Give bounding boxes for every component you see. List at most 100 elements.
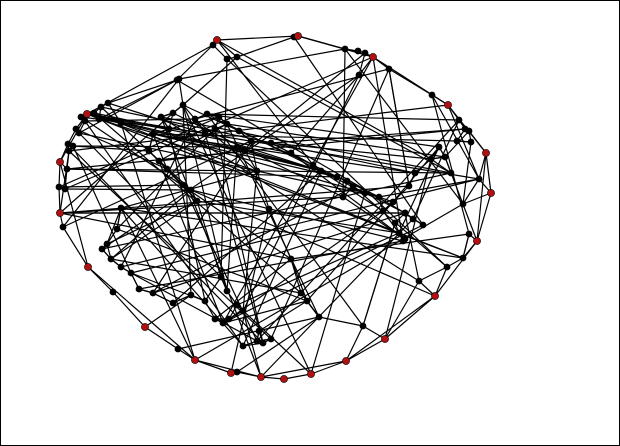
graph-node [409,215,417,223]
graph-edge [67,143,264,344]
graph-edge [244,150,322,172]
graph-edge [138,240,404,290]
graph-node [90,109,98,117]
graph-edge [256,119,460,342]
graph-edge [362,325,386,340]
graph-edge [250,140,432,160]
graph-node [233,301,241,309]
graph-node [104,99,112,107]
graph-edge [306,201,394,302]
graph-edge [258,300,308,332]
boundary-node [381,335,389,343]
graph-edge [130,272,206,302]
graph-edge [290,152,314,166]
graph-node [428,91,436,99]
graph-node [427,155,435,163]
graph-node [217,273,225,281]
nodes-layer [55,32,495,383]
boundary-node [257,373,265,381]
graph-edge [431,94,480,180]
graph-edge [66,168,338,178]
graph-node [405,182,413,190]
graph-node [447,169,455,177]
graph-node [225,315,233,323]
graph-node [203,110,211,118]
graph-edge [59,196,344,214]
graph-edge [178,48,346,80]
graph-edge [431,94,470,235]
graph-edge [290,258,308,302]
graph-edge [358,52,366,76]
graph-edge [206,113,240,132]
graph-edge [101,74,360,250]
graph-node [117,204,125,212]
boundary-node [294,32,302,40]
graph-node [441,153,449,161]
graph-node [453,137,461,145]
graph-edge [75,128,168,170]
graph-edge [158,160,224,324]
graph-edge [228,210,384,320]
graph-node [435,143,443,151]
graph-edge [107,102,322,172]
graph-edge [152,292,174,304]
graph-node [179,101,187,109]
graph-edge [242,74,360,312]
graph-edge [297,35,374,58]
graph-node [187,291,195,299]
graph-edge [110,189,192,260]
graph-node [361,189,369,197]
graph-edge [236,316,320,373]
graph-node [349,183,357,191]
boundary-node [307,370,315,378]
boundary-node [56,209,64,217]
graph-node [401,209,409,217]
graph-edge [214,258,292,320]
graph-node [179,181,187,189]
graph-node [241,147,249,155]
graph-edge [98,78,180,120]
graph-node [97,103,105,111]
graph-edge [462,178,480,205]
graph-node [145,147,153,155]
graph-node [157,113,165,121]
graph-node [309,161,317,169]
graph-node [389,198,397,206]
graph-node [135,285,143,293]
graph-edge [78,132,222,278]
graph-edge [116,207,122,230]
graph-node [163,165,171,173]
graph-edge [64,188,192,191]
graph-edge [310,360,347,375]
graph-edge [226,123,320,318]
graph-edge [310,192,366,375]
graph-node [259,339,267,347]
graph-node [233,368,241,376]
graph-node [255,327,263,335]
graph-edge [260,360,347,378]
graph-node [98,245,106,253]
graph-node [63,165,71,173]
graph-node [411,169,419,177]
graph-node [287,149,295,157]
graph-edge [372,56,449,106]
graph-node [65,147,73,155]
graph-edge [345,338,386,362]
graph-edge [177,316,320,350]
graph-node [107,255,115,263]
graph-node [95,115,103,123]
graph-node [127,269,135,277]
graph-node [211,315,219,323]
graph-edge [196,200,400,234]
graph-node [187,186,195,194]
boundary-node [213,36,221,44]
graph-edge [418,266,448,282]
graph-edge [478,152,487,180]
graph-edge [62,226,89,268]
graph-edge [120,178,480,268]
graph-edge [72,145,238,148]
graph-edge [300,292,320,318]
graph-node [355,71,363,79]
graph-node [315,313,323,321]
